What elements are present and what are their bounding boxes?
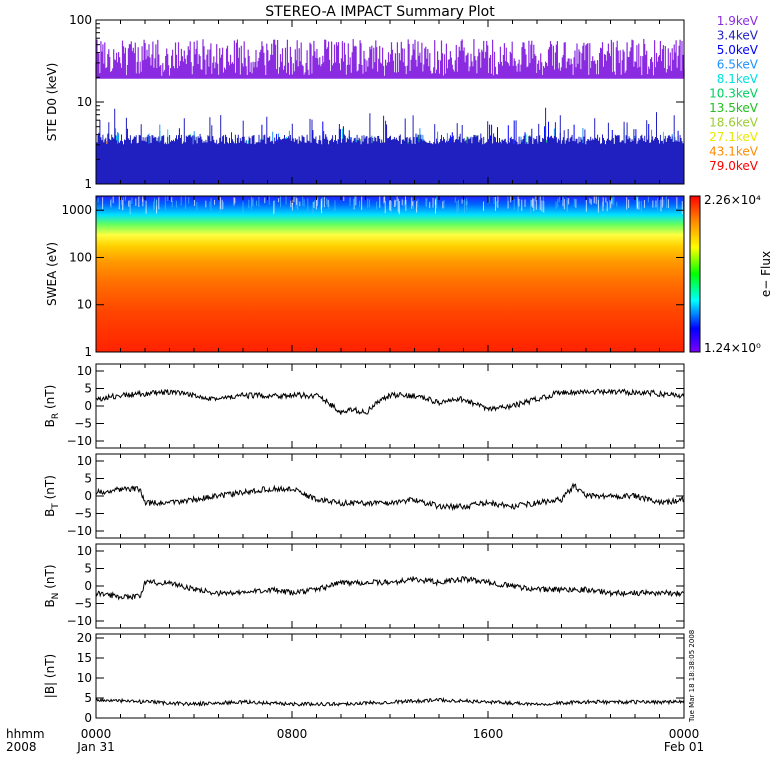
- br-ytick-label: −5: [74, 417, 92, 431]
- bt-ytick-label: 5: [84, 472, 92, 486]
- br-frame: [95, 363, 685, 449]
- ste-legend: 1.9keV3.4keV5.0keV6.5keV8.1keV10.3keV13.…: [709, 14, 759, 173]
- br-ytick-label: 5: [84, 382, 92, 396]
- swea-ytick-label: 10: [77, 298, 92, 312]
- time-tick-sublabel: Feb 01: [664, 740, 704, 754]
- swea-y-axis: 1 10 100 1000: [61, 203, 684, 359]
- panel-br: 10 5 0 −5 −10 BR (nT): [43, 363, 685, 449]
- bmag-ytick-label: 5: [84, 691, 92, 705]
- bt-ytick-label: 10: [77, 454, 92, 468]
- ste-legend-item: 18.6keV: [709, 116, 759, 130]
- time-year-label: 2008: [6, 740, 37, 754]
- ste-legend-item: 27.1keV: [709, 130, 759, 144]
- swea-streaks: [96, 196, 683, 215]
- colorbar-min-label: 1.24×10⁰: [704, 341, 761, 355]
- bn-ytick-label: −5: [74, 597, 92, 611]
- br-ytick-label: −10: [67, 434, 92, 448]
- bt-ylabel: BT (nT): [43, 475, 61, 517]
- panel-bn: 10 5 0 −5 −10 BN (nT): [43, 543, 685, 629]
- ste-legend-item: 10.3keV: [709, 87, 759, 101]
- ste-y-axis: 1 10 100: [69, 13, 684, 191]
- swea-ytick-label: 1: [84, 345, 92, 359]
- ste-legend-item: 1.9keV: [717, 14, 759, 28]
- bn-ylabel: BN (nT): [43, 564, 61, 607]
- magnetic-field-panels: 10 5 0 −5 −10 BR (nT) 10 5 0 −5 −10 BT (nT) 10 5 0 −5 −1…: [43, 363, 685, 725]
- bn-trace: [95, 575, 685, 601]
- time-tick-sublabel: Jan 31: [76, 740, 115, 754]
- ste-legend-item: 79.0keV: [709, 159, 759, 173]
- ste-ytick-label: 100: [69, 13, 92, 27]
- bt-ytick-label: 0: [84, 489, 92, 503]
- timestamp-label: Tue Mar 18 18:38:05 2008: [688, 630, 696, 723]
- br-trace: [95, 388, 685, 415]
- swea-spectrogram: [96, 196, 684, 352]
- ste-legend-item: 13.5keV: [709, 101, 759, 115]
- bn-ytick-label: 5: [84, 562, 92, 576]
- colorbar-max-label: 2.26×10⁴: [704, 193, 761, 207]
- time-tick-label: 0000: [81, 727, 112, 741]
- bmag-ylabel: |B| (nT): [43, 654, 57, 698]
- ste-traces: [95, 39, 685, 184]
- bmag-ytick-label: 20: [77, 631, 92, 645]
- ste-legend-item: 8.1keV: [717, 72, 759, 86]
- ste-legend-item: 6.5keV: [717, 58, 759, 72]
- br-ytick-label: 10: [77, 364, 92, 378]
- ste-legend-item: 43.1keV: [709, 145, 759, 159]
- swea-ytick-label: 1000: [61, 203, 92, 217]
- ste-panel: 1 10 100 STE D0 (keV) 1.9keV3.4keV5.0keV6.…: [45, 13, 759, 191]
- bn-frame: [95, 543, 685, 629]
- bn-ytick-label: 0: [84, 579, 92, 593]
- bmag-frame: [95, 633, 685, 719]
- swea-ytick-label: 100: [69, 250, 92, 264]
- time-tick-label: 1600: [473, 727, 504, 741]
- panel-bmag: 20 15 10 5 0 |B| (nT): [43, 631, 685, 725]
- swea-panel: 1 10 100 1000 SWEA (eV) 2.26×10⁴ 1.24×10⁰ e…: [45, 193, 773, 359]
- bn-ytick-label: −10: [67, 614, 92, 628]
- plot-title: STEREO-A IMPACT Summary Plot: [265, 4, 495, 20]
- ste-legend-item: 3.4keV: [717, 29, 759, 43]
- colorbar: [689, 195, 701, 353]
- bt-trace: [95, 482, 685, 512]
- br-ylabel: BR (nT): [43, 385, 61, 428]
- colorbar-label: e− Flux: [759, 251, 773, 297]
- bmag-trace: [95, 696, 685, 707]
- ste-ylabel: STE D0 (keV): [45, 63, 59, 142]
- ste-ytick-label: 10: [77, 95, 92, 109]
- bmag-ytick-label: 10: [77, 671, 92, 685]
- time-unit-label: hhmm: [6, 727, 45, 741]
- panel-bt: 10 5 0 −5 −10 BT (nT): [43, 453, 685, 539]
- swea-ylabel: SWEA (eV): [45, 242, 59, 306]
- time-tick-label: 0800: [277, 727, 308, 741]
- ste-legend-item: 5.0keV: [717, 43, 759, 57]
- bt-ytick-label: −5: [74, 507, 92, 521]
- bt-ytick-label: −10: [67, 524, 92, 538]
- time-tick-label: 0000: [669, 727, 700, 741]
- ste-trace-3-4keV: [95, 107, 685, 184]
- bmag-ytick-label: 15: [77, 651, 92, 665]
- br-ytick-label: 0: [84, 399, 92, 413]
- bmag-ytick-label: 0: [84, 711, 92, 725]
- bn-ytick-label: 10: [77, 544, 92, 558]
- ste-trace-1-9keV: [95, 39, 685, 79]
- ste-ytick-label: 1: [84, 177, 92, 191]
